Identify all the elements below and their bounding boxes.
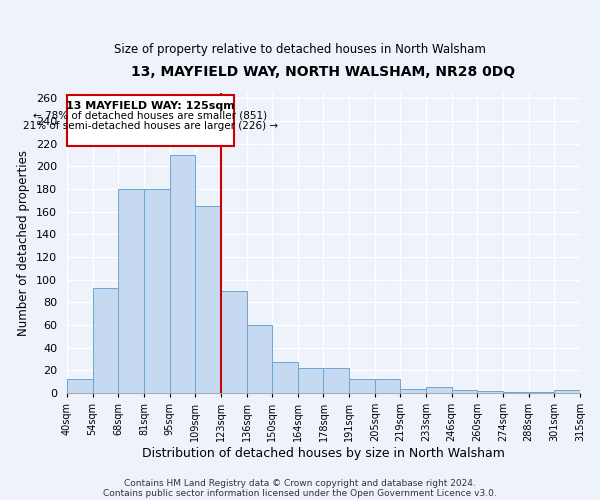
Bar (529, 392, 554, 393)
Bar (92, 288, 118, 393)
X-axis label: Distribution of detached houses by size in North Walsham: Distribution of detached houses by size … (142, 447, 505, 460)
Text: 21% of semi-detached houses are larger (226) →: 21% of semi-detached houses are larger (… (23, 121, 278, 131)
Bar (298, 368, 323, 393)
Text: 13 MAYFIELD WAY: 125sqm: 13 MAYFIELD WAY: 125sqm (66, 100, 235, 110)
Bar (170, 155, 195, 393)
Bar (67, 380, 92, 393)
Bar (426, 388, 452, 393)
Bar (323, 368, 349, 393)
Text: Size of property relative to detached houses in North Walsham: Size of property relative to detached ho… (114, 42, 486, 56)
Bar (478, 391, 503, 393)
Text: Contains public sector information licensed under the Open Government Licence v3: Contains public sector information licen… (103, 488, 497, 498)
Bar (349, 380, 375, 393)
Text: ← 78% of detached houses are smaller (851): ← 78% of detached houses are smaller (85… (33, 111, 268, 121)
Bar (452, 390, 478, 393)
Bar (503, 392, 529, 393)
Bar (247, 325, 272, 393)
Bar (195, 206, 221, 393)
Title: 13, MAYFIELD WAY, NORTH WALSHAM, NR28 0DQ: 13, MAYFIELD WAY, NORTH WALSHAM, NR28 0D… (131, 65, 515, 79)
Bar (272, 362, 298, 393)
Bar (400, 388, 426, 393)
Bar (375, 380, 400, 393)
Bar (221, 291, 247, 393)
Bar (144, 189, 170, 393)
Text: Contains HM Land Registry data © Crown copyright and database right 2024.: Contains HM Land Registry data © Crown c… (124, 478, 476, 488)
Y-axis label: Number of detached properties: Number of detached properties (17, 150, 31, 336)
FancyBboxPatch shape (67, 95, 234, 146)
Bar (554, 390, 580, 393)
Bar (118, 189, 144, 393)
